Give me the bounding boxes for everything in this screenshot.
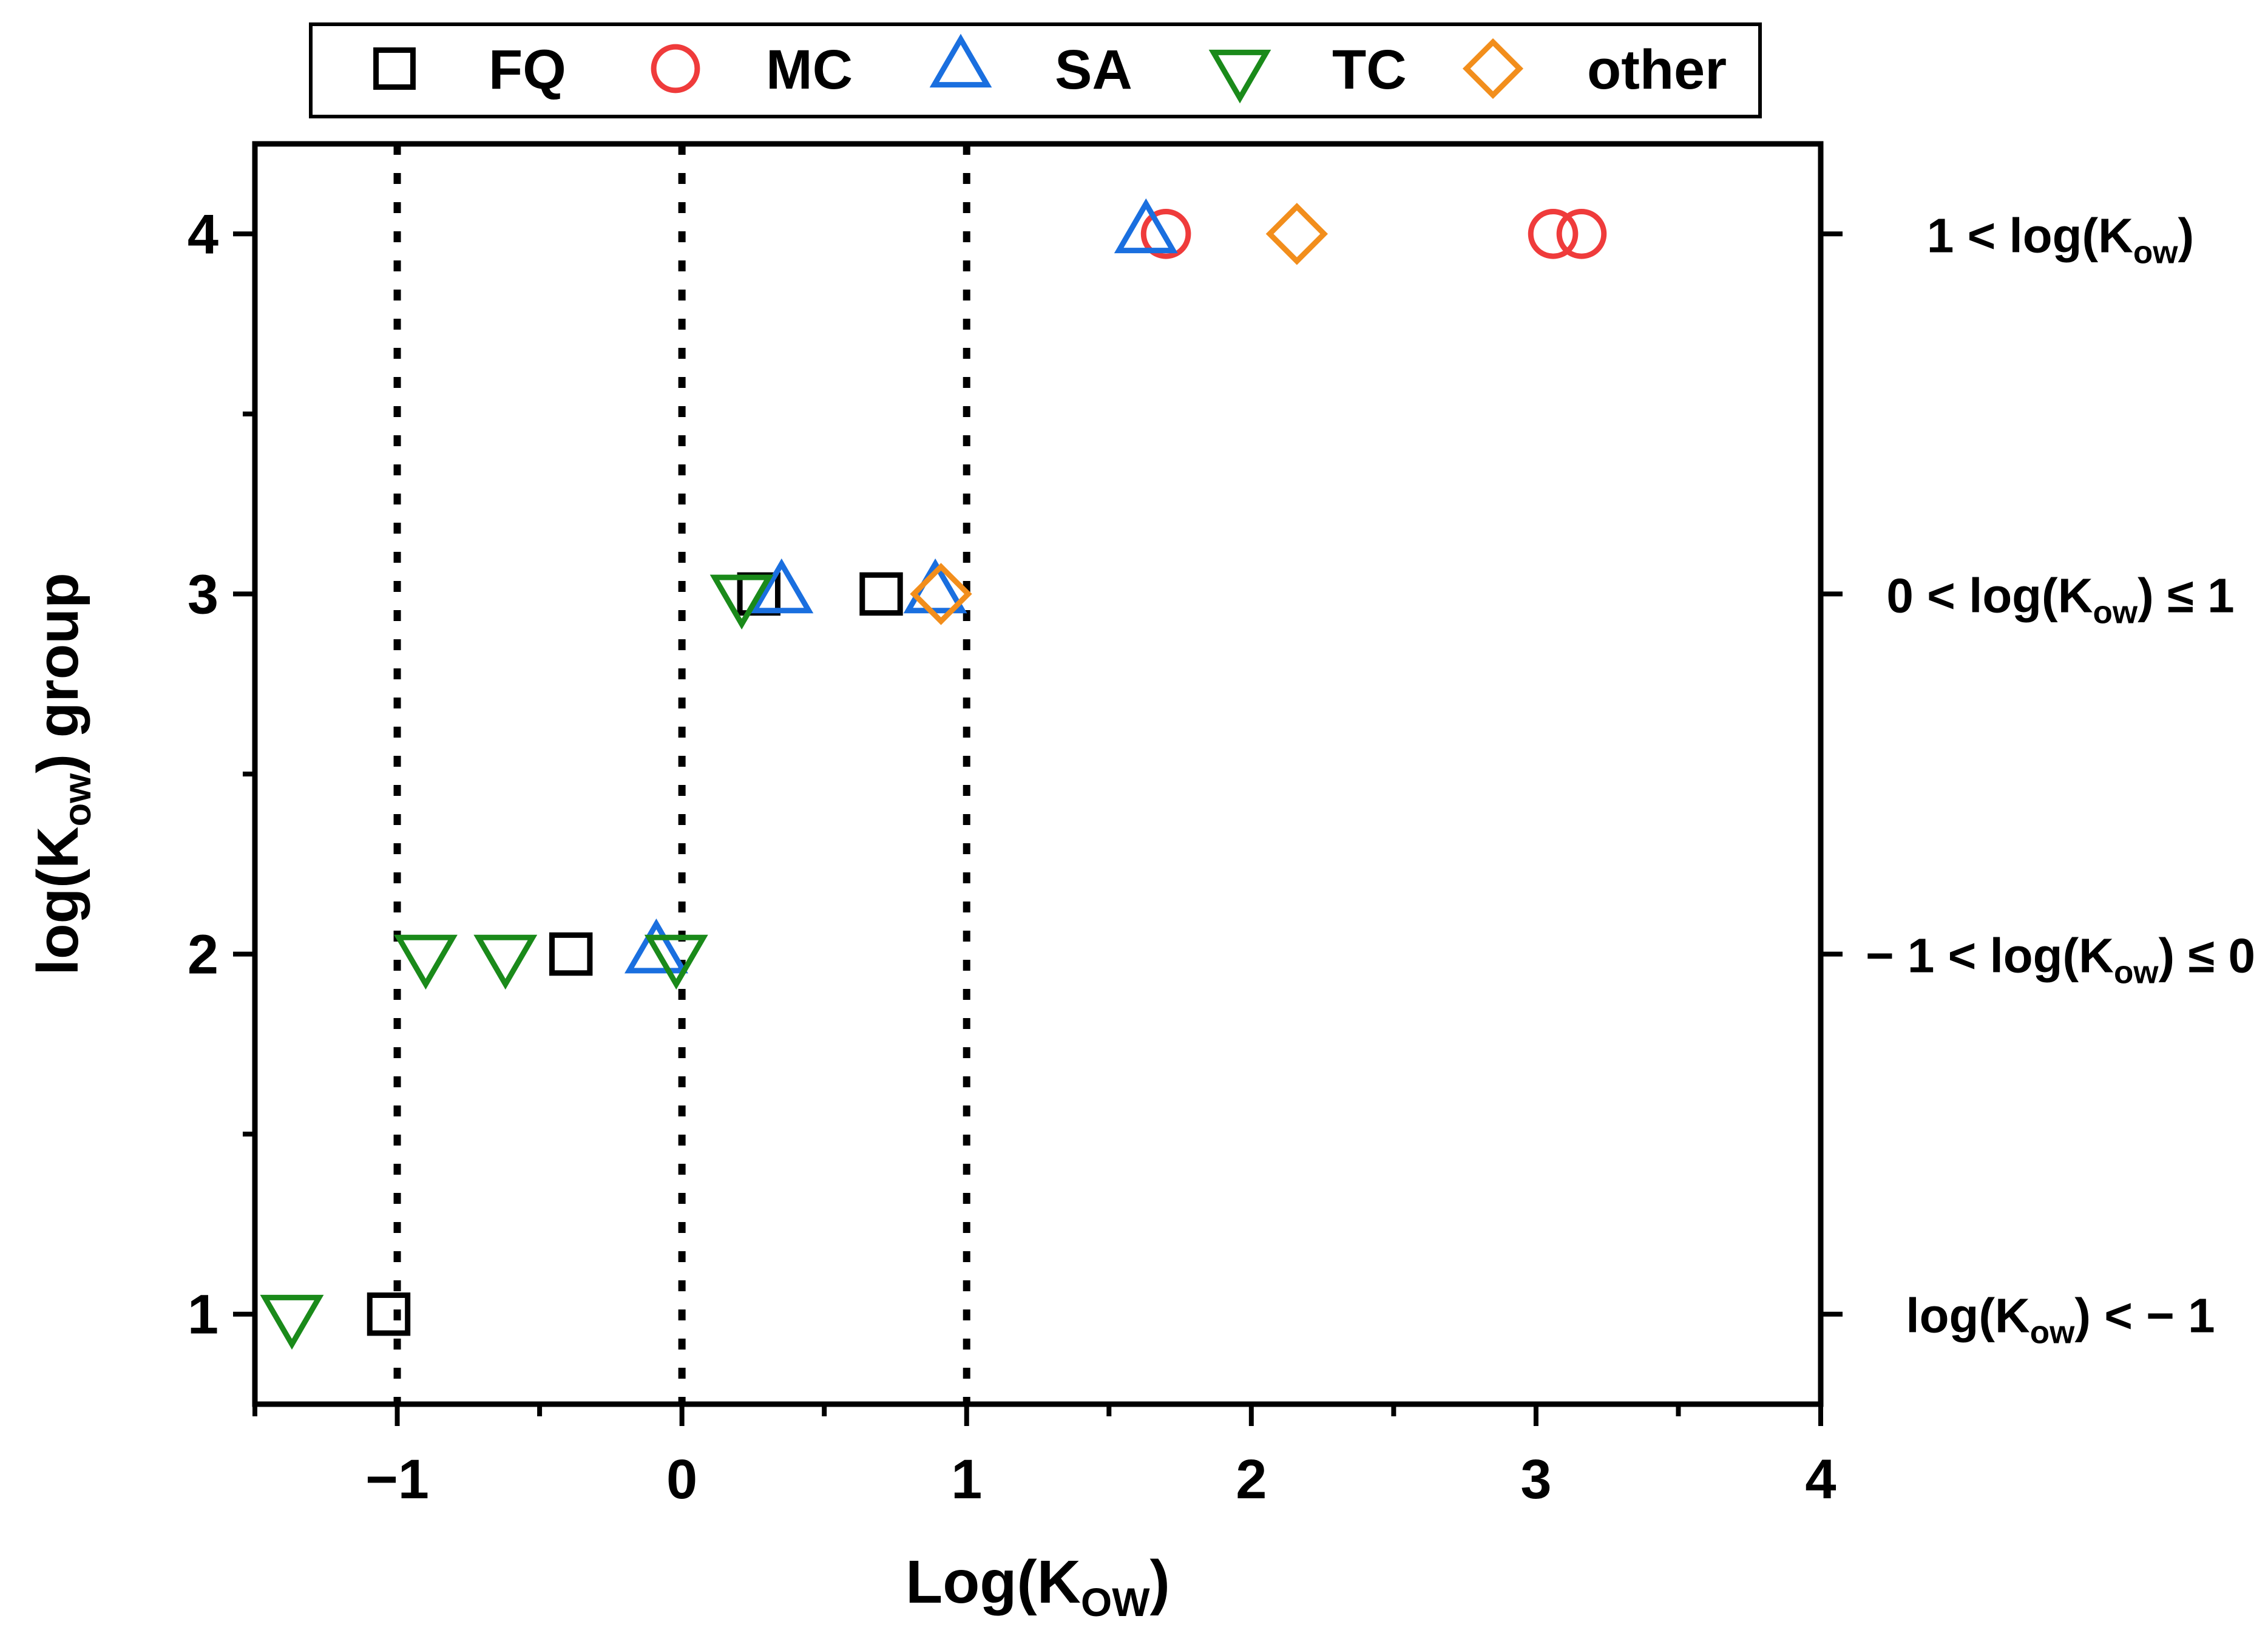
legend-label-other: other (1587, 39, 1727, 101)
y-tick-label: 1 (188, 1284, 218, 1346)
x-axis-title: Log(KOW) (906, 1548, 1170, 1625)
y-tick-label: 3 (188, 563, 218, 625)
legend-marker-mc (651, 44, 700, 93)
x-tick-label: 4 (1805, 1448, 1836, 1510)
right-axis-label: 0 < log(Kow) ≤ 1 (1886, 568, 2234, 630)
y-tick-label: 2 (188, 924, 218, 986)
point-tc (473, 934, 538, 990)
legend-label-tc: TC (1332, 39, 1407, 101)
point-tc (709, 574, 774, 630)
y-tick-label: 4 (188, 203, 218, 265)
x-tick-label: 2 (1236, 1448, 1267, 1510)
legend-marker-fq (373, 47, 416, 90)
point-sa (750, 558, 814, 614)
point-tc (260, 1294, 324, 1350)
right-axis-label: 1 < log(Kow) (1927, 208, 2194, 270)
legend-label-sa: SA (1055, 39, 1132, 101)
point-mc (1528, 208, 1579, 259)
x-tick-label: −1 (365, 1448, 429, 1510)
point-fq (367, 1292, 411, 1336)
right-axis-label: − 1 < log(Kow) ≤ 0 (1866, 929, 2255, 991)
point-tc (644, 934, 708, 990)
point-fq (549, 932, 593, 976)
point-fq (859, 572, 903, 616)
point-sa (1114, 198, 1178, 254)
right-axis-label: log(Kow) < − 1 (1906, 1289, 2215, 1351)
axes: −1 0 1 2 3 4 1 2 3 4 1 < log(Kow) 0 < log(Kow) ≤ 1 −… (188, 141, 2255, 1510)
legend-marker-other (1462, 38, 1524, 100)
x-tick-label: 1 (951, 1448, 982, 1510)
x-tick-label: 0 (666, 1448, 697, 1510)
axis-labels: Log(KOW) log(Kow) group (25, 572, 1170, 1625)
legend-label-fq: FQ (489, 39, 566, 101)
legend: FQ MC SA TC other (309, 22, 1762, 118)
point-mc (1140, 208, 1191, 259)
point-tc (393, 934, 458, 990)
data-points (260, 198, 1607, 1350)
point-other (1265, 203, 1329, 265)
legend-marker-tc (1208, 49, 1271, 104)
reference-lines (393, 144, 970, 1404)
point-other (910, 563, 972, 625)
x-tick-label: 3 (1520, 1448, 1551, 1510)
point-mc (1556, 208, 1607, 259)
legend-label-mc: MC (766, 39, 853, 101)
legend-marker-sa (929, 33, 992, 88)
point-sa (624, 919, 688, 974)
y-axis-title: log(Kow) group (25, 572, 99, 975)
